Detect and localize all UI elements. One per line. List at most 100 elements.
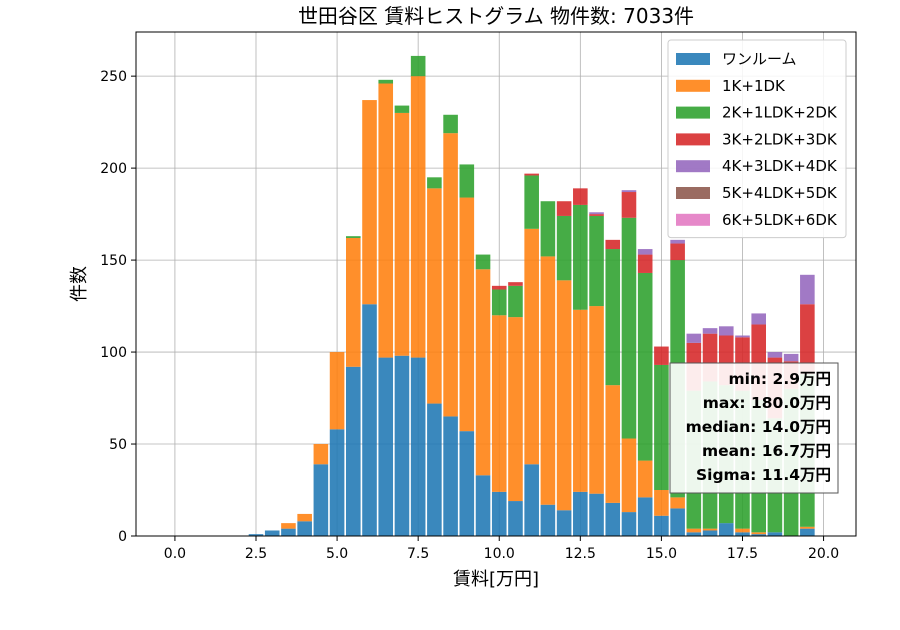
bar-segment-2 [605, 249, 621, 386]
bar-segment-0 [491, 491, 507, 536]
y-tick-label: 250 [100, 69, 127, 85]
legend-label: 2K+1LDK+2DK [722, 104, 838, 122]
bar-segment-1 [281, 523, 296, 529]
x-tick-label: 15.0 [646, 546, 677, 562]
bar-segment-2 [427, 177, 442, 189]
x-tick-label: 12.5 [565, 546, 596, 562]
stat-line: median: 14.0万円 [686, 418, 831, 436]
bar-segment-0 [297, 521, 312, 536]
bar-segment-2 [654, 364, 669, 491]
bar-segment-0 [702, 530, 718, 536]
bar-segment-0 [540, 504, 556, 536]
bar-segment-4 [686, 333, 702, 343]
bar-segment-4 [589, 212, 604, 215]
stat-line: max: 180.0万円 [703, 394, 831, 412]
x-tick-label: 5.0 [326, 546, 348, 562]
bar-segment-0 [524, 464, 539, 536]
bar-segment-1 [605, 385, 621, 503]
bar-segment-3 [491, 285, 507, 290]
bar-segment-1 [686, 528, 702, 533]
bar-segment-0 [654, 515, 669, 536]
bar-segment-2 [378, 79, 394, 84]
legend-label: 4K+3LDK+4DK [722, 157, 838, 175]
x-axis-label: 賃料[万円] [453, 569, 539, 590]
bar-segment-0 [556, 510, 572, 536]
y-tick-label: 150 [100, 253, 127, 269]
y-tick-label: 200 [100, 161, 127, 177]
bar-segment-0 [751, 534, 766, 536]
x-tick-label: 17.5 [727, 546, 758, 562]
bar-segment-0 [329, 429, 345, 536]
y-ticks: 0 50 100 150 200 250 [100, 69, 136, 545]
bar-segment-2 [540, 201, 556, 257]
stats-frame [669, 362, 839, 494]
legend-swatch [676, 133, 710, 146]
stat-line: Sigma: 11.4万円 [696, 466, 831, 484]
bar-segment-0 [735, 532, 750, 536]
stat-line: min: 2.9万円 [728, 370, 831, 388]
plot-frame [135, 31, 857, 537]
bar-segment-3 [637, 254, 653, 273]
bar-segment-1 [346, 238, 361, 367]
bar-segment-4 [751, 313, 766, 325]
legend-label: 6K+5LDK+6DK [722, 211, 838, 229]
bar-segment-1 [394, 112, 410, 356]
bar-segment-0 [281, 528, 296, 536]
bar-segment-1 [751, 532, 766, 535]
x-tick-label: 10.0 [484, 546, 515, 562]
bar-segment-1 [702, 528, 718, 531]
bar-segment-2 [475, 254, 491, 270]
bar-segment-4 [767, 352, 783, 358]
bar-segment-2 [589, 215, 604, 307]
bar-segment-3 [621, 192, 637, 218]
x-tick-label: 2.5 [245, 546, 267, 562]
bar-segment-0 [621, 512, 637, 536]
stats-box: min: 2.9万円 max: 180.0万円 median: 14.0万円 mean… [669, 362, 839, 494]
bar-segment-0 [670, 508, 685, 536]
bar-segment-2 [410, 55, 426, 77]
bar-segment-0 [637, 497, 653, 536]
bar-segment-1 [491, 315, 507, 492]
bar-segment-2 [394, 105, 410, 113]
legend-label: 5K+4LDK+5DK [722, 184, 838, 202]
x-tick-label: 7.5 [407, 546, 429, 562]
bar-segment-0 [573, 491, 588, 536]
chart-title: 世田谷区 賃料ヒストグラム 物件数: 7033件 [298, 4, 694, 28]
legend-box [667, 39, 847, 239]
bar-segment-1 [735, 528, 750, 533]
bar-segment-1 [621, 438, 637, 513]
legend-swatch [676, 79, 710, 92]
bar-segment-1 [670, 497, 685, 509]
bar-segment-1 [410, 76, 426, 358]
x-tick-label: 0.0 [164, 546, 186, 562]
bar-segment-3 [654, 346, 669, 365]
bar-segment-0 [686, 532, 702, 536]
bar-segment-1 [329, 352, 345, 430]
bar-segment-1 [475, 269, 491, 476]
bar-segment-1 [540, 256, 556, 505]
bar-segment-4 [800, 274, 815, 305]
legend: ワンルーム 1K+1DK 2K+1LDK+2DK 3K+2LDK+3DK 4K+3LDK… [667, 39, 847, 239]
bar-segment-1 [654, 490, 669, 516]
bar-segment-3 [573, 188, 588, 205]
bar-segment-1 [313, 444, 329, 465]
bar-segment-2 [621, 217, 637, 439]
legend-label: 3K+2LDK+3DK [722, 130, 838, 148]
bar-segment-4 [735, 335, 750, 338]
bar-segment-0 [589, 493, 604, 536]
bar-segment-2 [637, 272, 653, 461]
legend-swatch [676, 106, 710, 119]
bar-segment-4 [718, 326, 734, 336]
bar-segment-1 [362, 100, 377, 305]
bar-segment-3 [605, 239, 621, 250]
bar-segment-0 [362, 304, 377, 536]
bar-segment-0 [264, 530, 280, 536]
stat-line: mean: 16.7万円 [702, 442, 831, 460]
bar-segment-2 [524, 175, 539, 229]
bar-segment-0 [718, 523, 734, 536]
y-tick-label: 100 [100, 345, 127, 361]
bar-segment-0 [427, 403, 442, 536]
x-ticks: 0.0 2.5 5.0 7.5 10.0 12.5 15.0 17.5 20.0 [164, 536, 839, 562]
bar-segment-0 [378, 357, 394, 536]
